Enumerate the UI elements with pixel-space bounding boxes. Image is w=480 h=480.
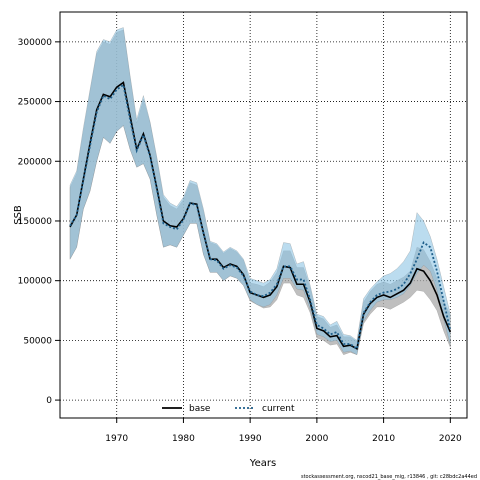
footer-note: stockassessment.org, nscod21_base_mig, r…	[301, 474, 477, 480]
y-tick-label: 150000	[18, 217, 53, 227]
y-tick-label: 200000	[18, 157, 53, 167]
legend-base-label: base	[189, 404, 211, 414]
confidence-bands	[69, 27, 451, 356]
series-lines	[69, 81, 452, 351]
x-axis-title: Years	[249, 458, 276, 469]
x-tick-label: 2000	[305, 434, 328, 444]
current-series-line	[69, 83, 452, 351]
x-tick-label: 2010	[372, 434, 395, 444]
y-axis-title: SSB	[13, 205, 24, 225]
x-tick-label: 1980	[172, 434, 195, 444]
legend-current-label: current	[262, 404, 295, 414]
current-confidence-band	[69, 27, 451, 356]
base-series-line	[69, 81, 452, 350]
x-tick-label: 1990	[239, 434, 262, 444]
y-axis-ticks: 0 50000 100000 150000 200000 250000 300000	[18, 38, 60, 406]
plot-frame	[59, 11, 468, 419]
x-axis-ticks: 1970 1980 1990 2000 2010 2020	[105, 418, 462, 444]
y-tick-label: 250000	[18, 98, 53, 108]
x-tick-label: 1970	[105, 434, 128, 444]
y-tick-label: 300000	[18, 38, 53, 48]
x-tick-label: 2020	[439, 434, 462, 444]
y-tick-label: 100000	[18, 277, 53, 287]
y-tick-label: 0	[46, 396, 52, 406]
legend: base current	[162, 404, 295, 414]
y-tick-label: 50000	[23, 336, 52, 346]
